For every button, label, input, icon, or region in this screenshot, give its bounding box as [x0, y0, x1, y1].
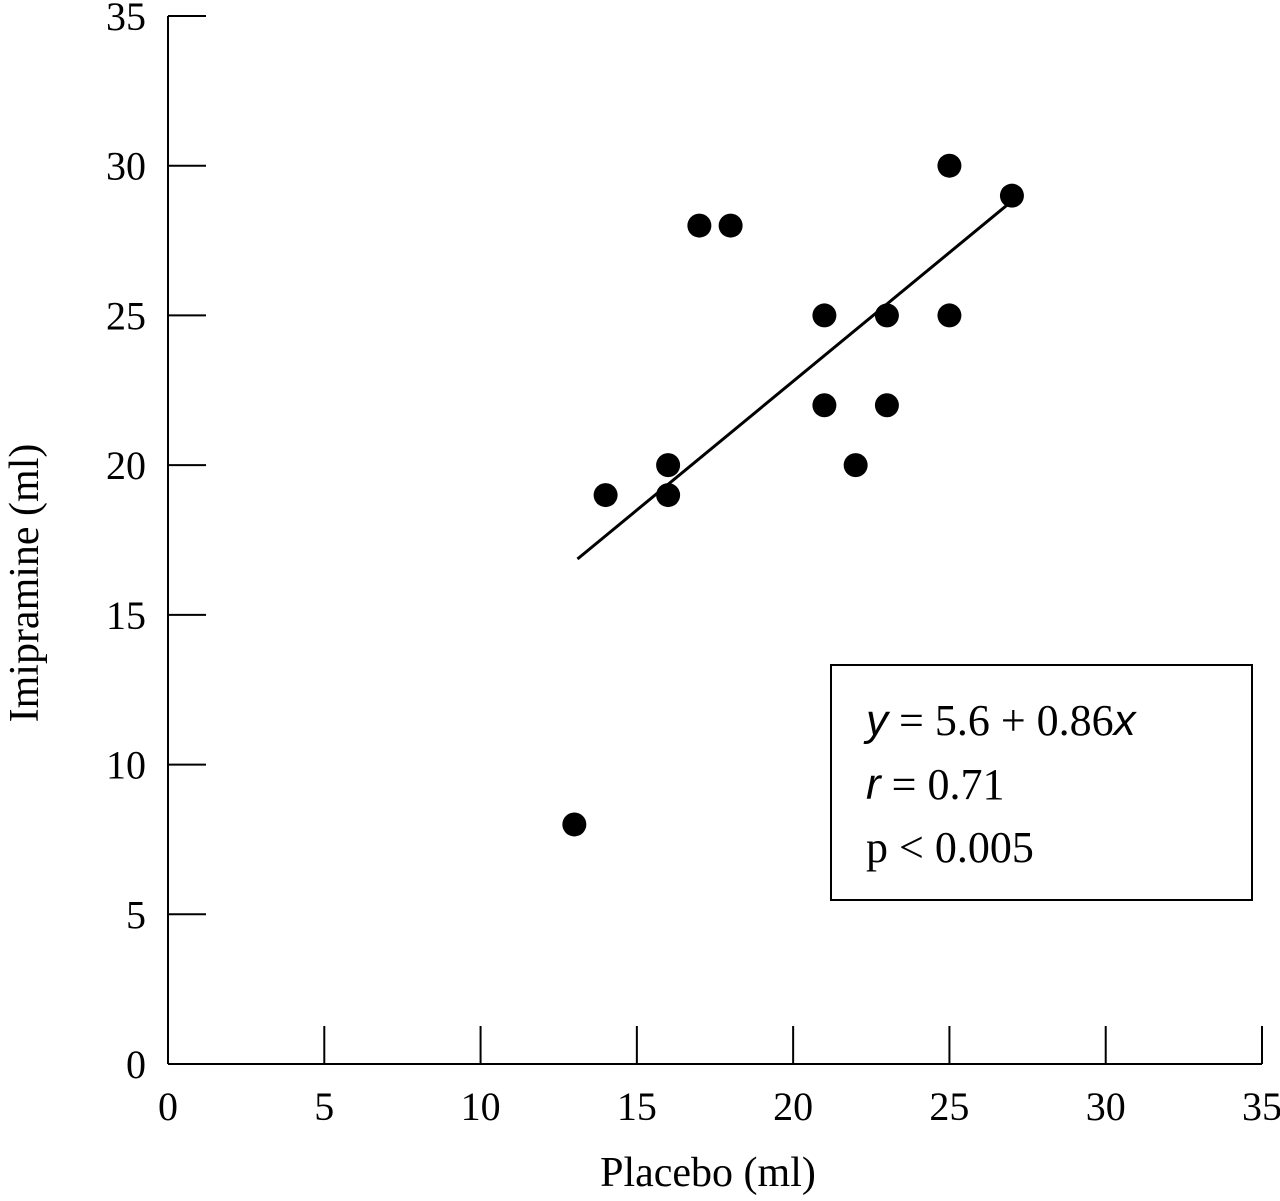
y-ticks: 0 5 10 15 20 25 30 35 — [106, 0, 206, 1087]
y-tick-label: 30 — [106, 144, 146, 189]
data-points — [562, 153, 1024, 837]
correlation-coefficient: r = 0.71 — [866, 760, 1004, 809]
y-tick-label: 5 — [126, 892, 146, 937]
stats-annotation: y = 5.6 + 0.86x r = 0.71 p < 0.005 — [830, 664, 1253, 901]
data-point — [843, 453, 868, 478]
data-point — [593, 483, 618, 508]
y-tick-label: 35 — [106, 0, 146, 39]
equation-body: = 5.6 + 0.86 — [888, 696, 1114, 745]
regression-line-group — [576, 199, 1013, 561]
regression-line — [576, 199, 1013, 561]
data-point — [937, 153, 962, 178]
data-point — [687, 213, 712, 238]
x-tick-label: 10 — [461, 1084, 501, 1129]
data-point — [718, 213, 743, 238]
r-var: r — [866, 760, 883, 809]
y-tick-label: 0 — [126, 1042, 146, 1087]
x-axis-title: Placebo (ml) — [600, 1150, 816, 1196]
x-tick-label: 5 — [314, 1084, 334, 1129]
y-tick-label: 15 — [106, 593, 146, 638]
x-tick-label: 25 — [929, 1084, 969, 1129]
x-tick-label: 20 — [773, 1084, 813, 1129]
data-point — [656, 483, 681, 508]
x-tick-label: 30 — [1086, 1084, 1126, 1129]
data-point — [999, 183, 1024, 208]
axes — [167, 16, 1262, 1065]
y-axis-title: Imipramine (ml) — [2, 444, 48, 723]
r-value: = 0.71 — [881, 760, 1005, 809]
x-tick-label: 15 — [617, 1084, 657, 1129]
y-tick-label: 10 — [106, 743, 146, 788]
annotation-border — [830, 664, 1253, 901]
data-point — [937, 303, 962, 328]
equation-x-var: x — [1112, 696, 1138, 745]
data-point — [562, 812, 587, 837]
data-point — [812, 393, 837, 418]
x-tick-label: 35 — [1242, 1084, 1280, 1129]
data-point — [874, 303, 899, 328]
data-point — [874, 393, 899, 418]
x-tick-label: 0 — [158, 1084, 178, 1129]
regression-equation: y = 5.6 + 0.86x — [863, 696, 1138, 745]
y-tick-label: 25 — [106, 293, 146, 338]
data-point — [656, 453, 681, 478]
equation-y-var: y — [863, 696, 891, 745]
data-point — [812, 303, 837, 328]
p-value: p < 0.005 — [866, 823, 1034, 872]
x-ticks: 0 5 10 15 20 25 30 35 — [158, 1026, 1280, 1129]
y-tick-label: 20 — [106, 443, 146, 488]
